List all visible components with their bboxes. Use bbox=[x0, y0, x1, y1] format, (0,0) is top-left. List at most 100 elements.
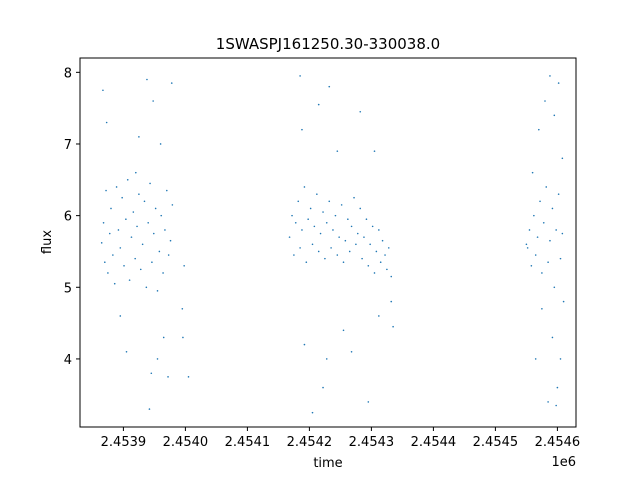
data-point bbox=[547, 401, 549, 403]
data-point bbox=[544, 100, 546, 102]
data-point bbox=[146, 78, 148, 81]
y-tick-label: 8 bbox=[64, 66, 72, 81]
data-point bbox=[553, 114, 556, 117]
data-point bbox=[531, 171, 534, 174]
data-point bbox=[305, 261, 308, 264]
data-point bbox=[350, 225, 353, 228]
data-point bbox=[187, 376, 190, 378]
data-point bbox=[525, 243, 528, 246]
data-point bbox=[301, 128, 303, 131]
data-point bbox=[355, 243, 357, 246]
data-point bbox=[149, 182, 151, 185]
data-point bbox=[119, 315, 122, 317]
y-tick-label: 5 bbox=[64, 281, 72, 296]
data-point bbox=[105, 121, 108, 124]
data-point bbox=[317, 103, 320, 106]
data-point bbox=[162, 272, 164, 274]
data-point bbox=[334, 214, 337, 217]
data-point bbox=[325, 222, 328, 224]
data-point bbox=[367, 401, 370, 403]
data-point bbox=[121, 196, 123, 199]
data-point bbox=[293, 254, 295, 256]
data-point bbox=[317, 250, 320, 253]
data-point bbox=[150, 372, 153, 375]
data-point bbox=[555, 404, 557, 407]
data-point bbox=[384, 254, 386, 256]
data-points bbox=[100, 75, 565, 414]
data-point bbox=[148, 408, 151, 410]
data-point bbox=[373, 272, 376, 274]
data-point bbox=[549, 239, 551, 242]
data-point bbox=[336, 150, 339, 152]
y-tick-label: 6 bbox=[64, 210, 72, 225]
data-point bbox=[379, 261, 382, 264]
data-point bbox=[538, 128, 540, 131]
data-point bbox=[551, 336, 554, 339]
data-point bbox=[330, 247, 332, 249]
data-point bbox=[549, 75, 551, 77]
data-point bbox=[156, 358, 159, 360]
data-point bbox=[311, 411, 314, 414]
data-point bbox=[336, 254, 339, 256]
data-point bbox=[350, 350, 353, 353]
data-point bbox=[534, 358, 537, 360]
x-tick-label: 2.4541 bbox=[225, 435, 271, 450]
data-point bbox=[359, 110, 362, 113]
data-point bbox=[534, 254, 537, 256]
data-point bbox=[561, 157, 564, 160]
data-point bbox=[557, 82, 560, 84]
data-point bbox=[347, 218, 349, 221]
data-point bbox=[169, 239, 172, 242]
data-point bbox=[147, 222, 149, 224]
data-point bbox=[363, 236, 365, 238]
data-point bbox=[139, 268, 142, 271]
data-point bbox=[138, 193, 140, 195]
data-point bbox=[303, 186, 306, 188]
data-point bbox=[151, 261, 153, 264]
data-point bbox=[353, 196, 355, 199]
data-point bbox=[328, 200, 331, 203]
data-point bbox=[102, 89, 104, 92]
data-point bbox=[288, 236, 291, 238]
data-point bbox=[145, 286, 148, 289]
x-tick-label: 2.4539 bbox=[101, 435, 147, 450]
data-point bbox=[526, 247, 529, 249]
data-point bbox=[125, 218, 127, 221]
data-point bbox=[386, 268, 388, 271]
x-tick-label: 2.4544 bbox=[411, 435, 457, 450]
chart-title: 1SWASPJ161250.30-330038.0 bbox=[216, 35, 440, 53]
data-point bbox=[369, 243, 371, 246]
data-point bbox=[387, 247, 390, 249]
data-point bbox=[545, 186, 548, 188]
data-point bbox=[182, 336, 184, 339]
data-point bbox=[135, 171, 137, 174]
data-point bbox=[160, 214, 163, 217]
data-point bbox=[136, 225, 138, 228]
data-point bbox=[344, 239, 347, 242]
data-point bbox=[171, 204, 174, 206]
data-point bbox=[119, 247, 122, 249]
data-point bbox=[551, 207, 554, 210]
y-axis-label: flux bbox=[40, 230, 55, 254]
data-point bbox=[303, 343, 306, 346]
data-point bbox=[156, 290, 159, 292]
data-point bbox=[108, 232, 111, 235]
x-tick-label: 2.4540 bbox=[163, 435, 209, 450]
data-point bbox=[105, 189, 107, 192]
data-point bbox=[348, 250, 351, 253]
data-point bbox=[542, 222, 545, 224]
data-point bbox=[181, 307, 184, 310]
data-point bbox=[291, 214, 293, 217]
data-point bbox=[183, 264, 185, 267]
data-point bbox=[130, 236, 133, 238]
data-point bbox=[325, 358, 328, 360]
data-point bbox=[100, 242, 103, 244]
data-point bbox=[541, 307, 543, 310]
axis-ticks: 2.4539 2.4540 2.4541 2.4542 2.4543 2.4544 2.45… bbox=[64, 66, 580, 450]
data-point bbox=[123, 264, 125, 267]
data-point bbox=[530, 264, 533, 267]
data-point bbox=[361, 257, 363, 260]
data-point bbox=[322, 386, 324, 389]
